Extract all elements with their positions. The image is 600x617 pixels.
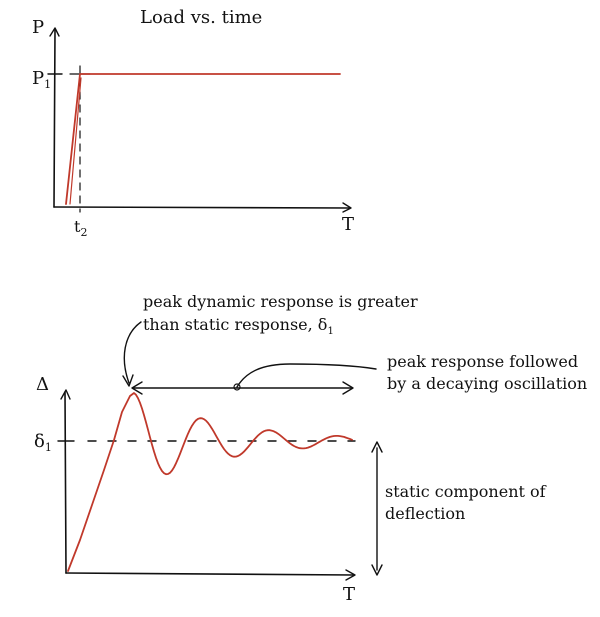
- bottom-y-axis-arrow-icon: [60, 389, 71, 400]
- top-x-axis-arrow-icon: [342, 202, 352, 213]
- top-x-axis-label: T: [342, 214, 354, 235]
- static-component-up-arrow-icon: [371, 441, 383, 453]
- load-level-label: P1: [32, 68, 51, 91]
- bottom-x-axis-arrow-icon: [345, 569, 356, 581]
- peak-annotation-line1: peak dynamic response is greater: [143, 292, 418, 311]
- static-annotation-line1: static component of: [385, 482, 547, 501]
- peak-annotation-arrow-icon: [122, 374, 134, 387]
- oscillation-span-right-arrow-icon: [342, 381, 354, 395]
- oscillation-span-left-arrow-icon: [131, 381, 143, 395]
- static-level-label: δ1: [34, 431, 52, 454]
- load-curve: [65, 73, 341, 205]
- decay-annotation-anchor-dot: [233, 383, 241, 391]
- top-y-axis: [53, 29, 56, 208]
- bottom-y-axis: [64, 391, 67, 574]
- t2-label: t2: [74, 217, 87, 239]
- top-y-axis-arrow-icon: [49, 27, 60, 37]
- top-chart-title: Load vs. time: [140, 7, 262, 28]
- top-chart: Load vs. time P T P1 t2: [32, 7, 354, 239]
- bottom-chart: peak dynamic response is greater than st…: [34, 292, 587, 605]
- load-curve-ramp-stroke: [69, 77, 82, 205]
- bottom-x-axis-label: T: [343, 584, 355, 605]
- dynamic-response-curve: [67, 392, 353, 572]
- bottom-x-axis: [65, 572, 355, 576]
- peak-annotation-line2: than static response, δ1: [143, 315, 334, 337]
- top-y-axis-label: P: [32, 17, 44, 38]
- peak-annotation-leader: [123, 321, 142, 384]
- decay-annotation-line2: by a decaying oscillation: [387, 374, 587, 393]
- static-annotation-line2: deflection: [385, 504, 465, 523]
- decay-annotation-line1: peak response followed: [387, 352, 578, 371]
- decay-annotation-leader: [236, 363, 377, 388]
- static-component-down-arrow-icon: [371, 564, 383, 576]
- bottom-y-axis-label: Δ: [36, 374, 49, 395]
- top-x-axis: [53, 206, 351, 209]
